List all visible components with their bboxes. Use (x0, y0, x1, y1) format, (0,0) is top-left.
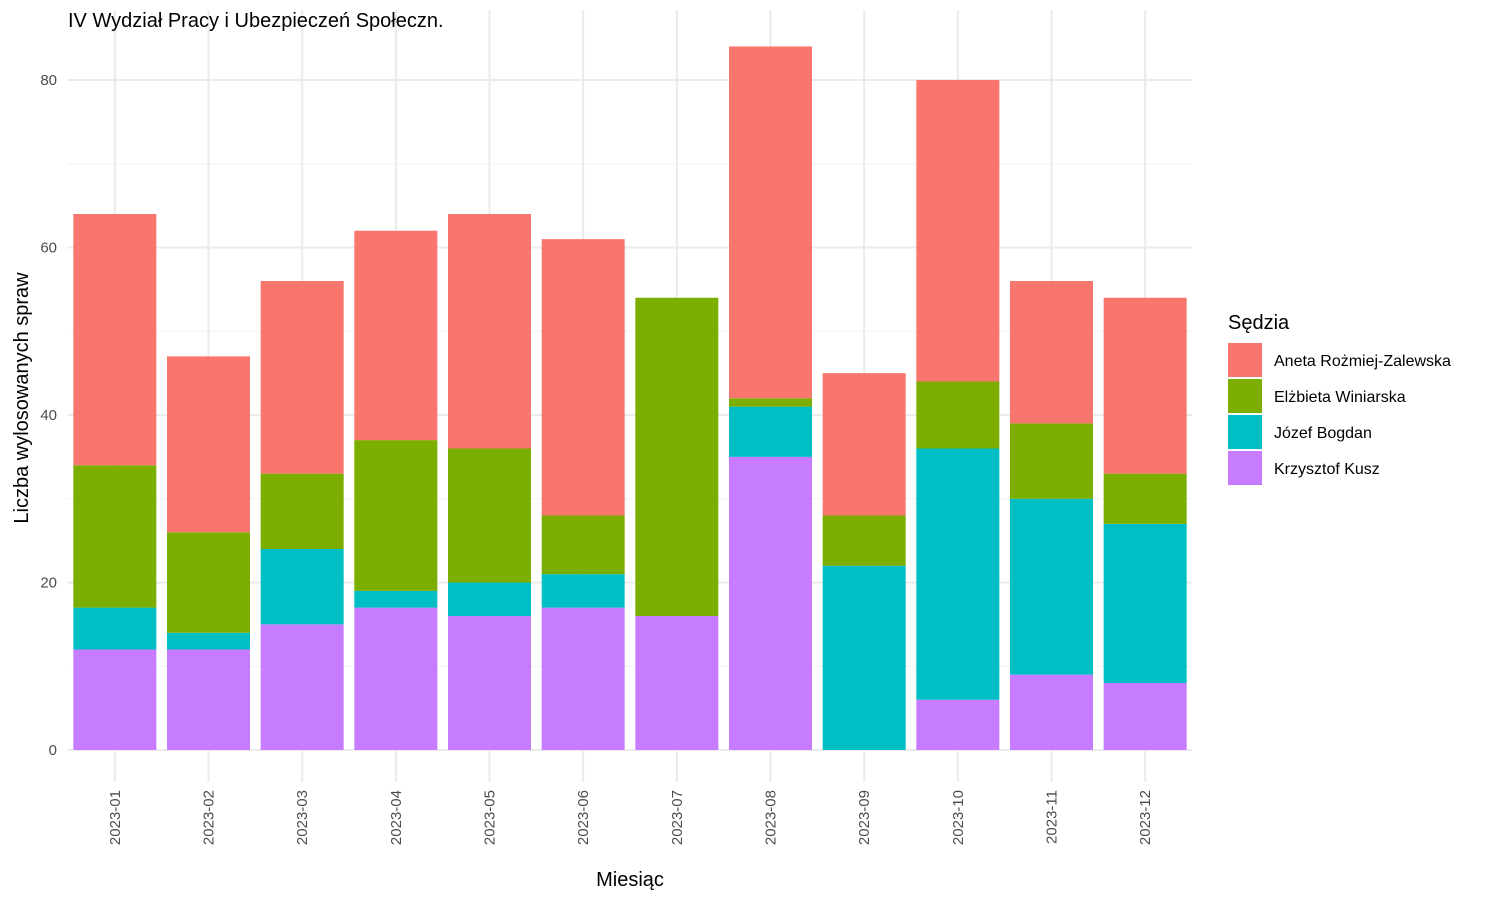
bar-elzbieta-winiarska-2023-06 (541, 515, 625, 575)
y-tick-label: 0 (49, 742, 57, 759)
x-tick-label: 2023-05 (482, 790, 499, 845)
bars (73, 46, 1187, 750)
x-axis-ticks: 2023-01 2023-02 2023-03 2023-04 2023-05 2023-… (107, 790, 1154, 845)
bar-elzbieta-winiarska-2023-03 (260, 473, 344, 549)
bar-elzbieta-winiarska-2023-12 (1103, 473, 1187, 524)
bar-elzbieta-winiarska-2023-11 (1010, 423, 1093, 499)
bar-elzbieta-winiarska-2023-09 (822, 515, 906, 566)
x-tick-label: 2023-01 (107, 790, 124, 845)
bar-elzbieta-winiarska-2023-10 (916, 381, 1000, 449)
x-tick-label: 2023-12 (1137, 790, 1154, 845)
bar-jozef-bogdan-2023-11 (1010, 498, 1093, 675)
y-tick-label: 80 (40, 72, 57, 89)
legend: Sędzia Aneta Rożmiej-Zalewska Elżbieta Wi… (1228, 312, 1451, 485)
bar-krzysztof-kusz-2023-05 (448, 616, 531, 750)
legend-label-krzysztof-kusz: Krzysztof Kusz (1274, 461, 1380, 478)
bar-krzysztof-kusz-2023-12 (1103, 683, 1187, 750)
legend-swatch-krzysztof-kusz (1228, 451, 1262, 485)
bar-jozef-bogdan-2023-04 (354, 590, 438, 608)
bar-aneta-rozmiej-zalewska-2023-04 (354, 230, 438, 441)
bar-krzysztof-kusz-2023-01 (73, 649, 157, 750)
bar-elzbieta-winiarska-2023-04 (354, 440, 438, 591)
bar-aneta-rozmiej-zalewska-2023-01 (73, 214, 157, 466)
bar-jozef-bogdan-2023-05 (448, 582, 531, 616)
legend-label-elzbieta-winiarska: Elżbieta Winiarska (1274, 389, 1406, 406)
bar-jozef-bogdan-2023-10 (916, 448, 1000, 700)
bar-elzbieta-winiarska-2023-08 (729, 398, 812, 407)
bar-elzbieta-winiarska-2023-02 (167, 532, 250, 633)
bar-krzysztof-kusz-2023-07 (635, 616, 719, 750)
bar-aneta-rozmiej-zalewska-2023-08 (729, 46, 812, 399)
bar-krzysztof-kusz-2023-11 (1010, 674, 1093, 750)
x-tick-label: 2023-08 (763, 790, 780, 845)
bar-jozef-bogdan-2023-01 (73, 607, 157, 650)
bar-krzysztof-kusz-2023-03 (260, 624, 344, 750)
bar-jozef-bogdan-2023-02 (167, 632, 250, 650)
y-tick-label: 40 (40, 407, 57, 424)
legend-items: Aneta Rożmiej-Zalewska Elżbieta Winiarska… (1228, 343, 1451, 485)
bar-krzysztof-kusz-2023-02 (167, 649, 250, 750)
y-axis-ticks: 0 20 40 60 80 (40, 72, 57, 759)
bar-aneta-rozmiej-zalewska-2023-11 (1010, 281, 1093, 424)
y-axis-title: Liczba wylosowanych spraw (11, 272, 33, 524)
x-tick-label: 2023-04 (388, 790, 405, 845)
x-tick-label: 2023-11 (1044, 790, 1061, 844)
legend-label-aneta-rozmiej-zalewska: Aneta Rożmiej-Zalewska (1274, 353, 1451, 370)
x-tick-label: 2023-07 (669, 790, 686, 845)
bar-jozef-bogdan-2023-12 (1103, 523, 1187, 683)
bar-jozef-bogdan-2023-06 (541, 574, 625, 608)
x-axis-title: Miesiąc (596, 869, 664, 891)
bar-elzbieta-winiarska-2023-01 (73, 465, 157, 608)
x-tick-label: 2023-02 (201, 790, 218, 845)
bar-jozef-bogdan-2023-09 (822, 565, 906, 750)
legend-swatch-jozef-bogdan (1228, 415, 1262, 449)
legend-title: Sędzia (1228, 312, 1290, 334)
x-tick-label: 2023-10 (950, 790, 967, 845)
bar-aneta-rozmiej-zalewska-2023-10 (916, 80, 1000, 382)
legend-label-jozef-bogdan: Józef Bogdan (1274, 425, 1372, 442)
bar-krzysztof-kusz-2023-10 (916, 699, 1000, 750)
bar-jozef-bogdan-2023-08 (729, 406, 812, 457)
bar-elzbieta-winiarska-2023-05 (448, 448, 531, 583)
chart-title: IV Wydział Pracy i Ubezpieczeń Społeczn. (68, 10, 444, 32)
bar-elzbieta-winiarska-2023-07 (635, 297, 719, 616)
bar-krzysztof-kusz-2023-08 (729, 456, 812, 750)
bar-krzysztof-kusz-2023-06 (541, 607, 625, 750)
x-tick-label: 2023-06 (575, 790, 592, 845)
legend-swatch-elzbieta-winiarska (1228, 379, 1262, 413)
bar-aneta-rozmiej-zalewska-2023-12 (1103, 297, 1187, 474)
legend-swatch-aneta-rozmiej-zalewska (1228, 343, 1262, 377)
bar-aneta-rozmiej-zalewska-2023-09 (822, 373, 906, 516)
bar-aneta-rozmiej-zalewska-2023-02 (167, 356, 250, 533)
bar-jozef-bogdan-2023-03 (260, 549, 344, 625)
bar-aneta-rozmiej-zalewska-2023-05 (448, 214, 531, 449)
bar-aneta-rozmiej-zalewska-2023-03 (260, 281, 344, 474)
x-tick-label: 2023-09 (856, 790, 873, 845)
y-tick-label: 60 (40, 240, 57, 257)
bar-krzysztof-kusz-2023-04 (354, 607, 438, 750)
bar-aneta-rozmiej-zalewska-2023-06 (541, 239, 625, 516)
y-tick-label: 20 (40, 575, 57, 592)
x-tick-label: 2023-03 (294, 790, 311, 845)
